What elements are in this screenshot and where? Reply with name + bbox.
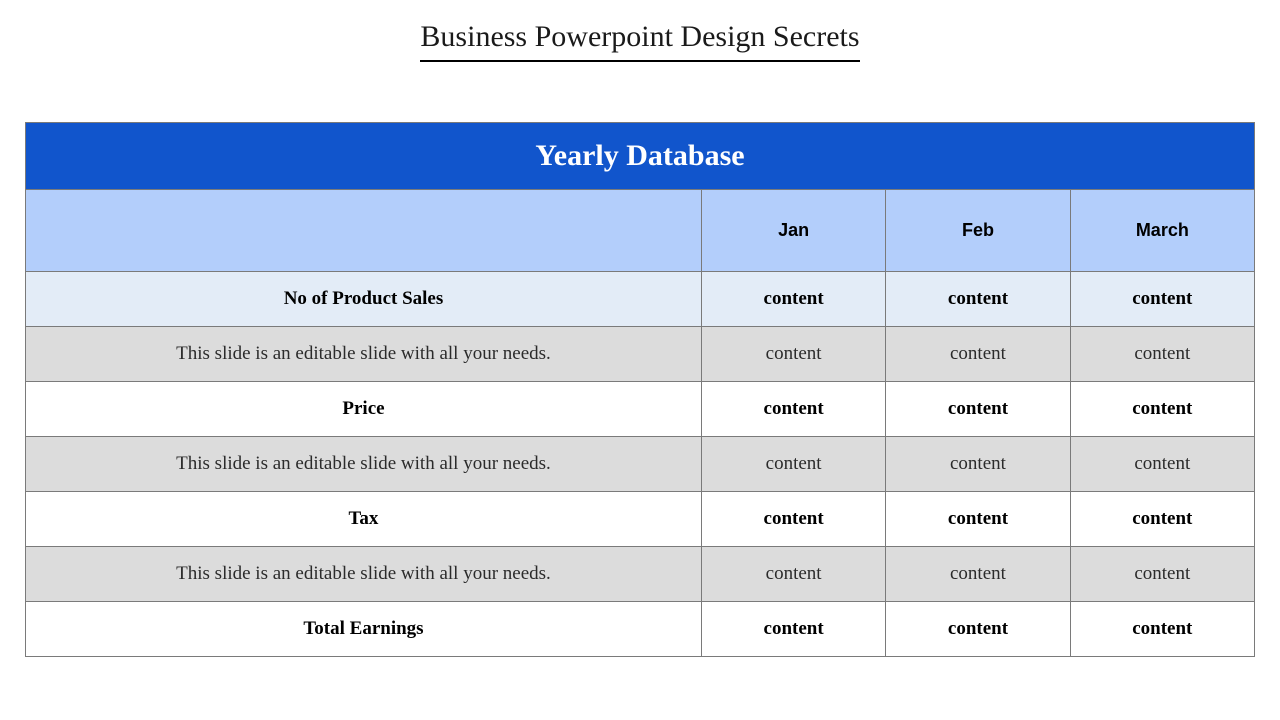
col-header-feb: Feb	[886, 190, 1070, 272]
row-label: Total Earnings	[26, 602, 702, 657]
row-label: This slide is an editable slide with all…	[26, 327, 702, 382]
table-row: Tax content content content	[26, 492, 1255, 547]
col-header-march: March	[1070, 190, 1254, 272]
title-wrap: Business Powerpoint Design Secrets	[25, 20, 1255, 122]
cell: content	[701, 382, 885, 437]
cell: content	[1070, 327, 1254, 382]
table-row: This slide is an editable slide with all…	[26, 437, 1255, 492]
row-label: Tax	[26, 492, 702, 547]
cell: content	[1070, 547, 1254, 602]
slide-container: Business Powerpoint Design Secrets Yearl…	[0, 0, 1280, 720]
table-row: No of Product Sales content content cont…	[26, 272, 1255, 327]
cell: content	[1070, 437, 1254, 492]
cell: content	[701, 492, 885, 547]
cell: content	[1070, 382, 1254, 437]
table-banner-row: Yearly Database	[26, 123, 1255, 190]
table-header-row: Jan Feb March	[26, 190, 1255, 272]
row-label: No of Product Sales	[26, 272, 702, 327]
table-row: Total Earnings content content content	[26, 602, 1255, 657]
cell: content	[701, 327, 885, 382]
cell: content	[701, 437, 885, 492]
cell: content	[1070, 492, 1254, 547]
cell: content	[886, 547, 1070, 602]
cell: content	[886, 602, 1070, 657]
row-label: Price	[26, 382, 702, 437]
cell: content	[1070, 602, 1254, 657]
cell: content	[701, 547, 885, 602]
slide-title: Business Powerpoint Design Secrets	[420, 20, 859, 62]
table-row: This slide is an editable slide with all…	[26, 327, 1255, 382]
data-table: Yearly Database Jan Feb March No of Prod…	[25, 122, 1255, 657]
col-header-blank	[26, 190, 702, 272]
col-header-jan: Jan	[701, 190, 885, 272]
cell: content	[886, 492, 1070, 547]
cell: content	[886, 327, 1070, 382]
row-label: This slide is an editable slide with all…	[26, 547, 702, 602]
cell: content	[701, 602, 885, 657]
table-banner: Yearly Database	[26, 123, 1255, 190]
cell: content	[886, 437, 1070, 492]
cell: content	[701, 272, 885, 327]
table-row: This slide is an editable slide with all…	[26, 547, 1255, 602]
row-label: This slide is an editable slide with all…	[26, 437, 702, 492]
cell: content	[886, 382, 1070, 437]
cell: content	[1070, 272, 1254, 327]
cell: content	[886, 272, 1070, 327]
table-row: Price content content content	[26, 382, 1255, 437]
